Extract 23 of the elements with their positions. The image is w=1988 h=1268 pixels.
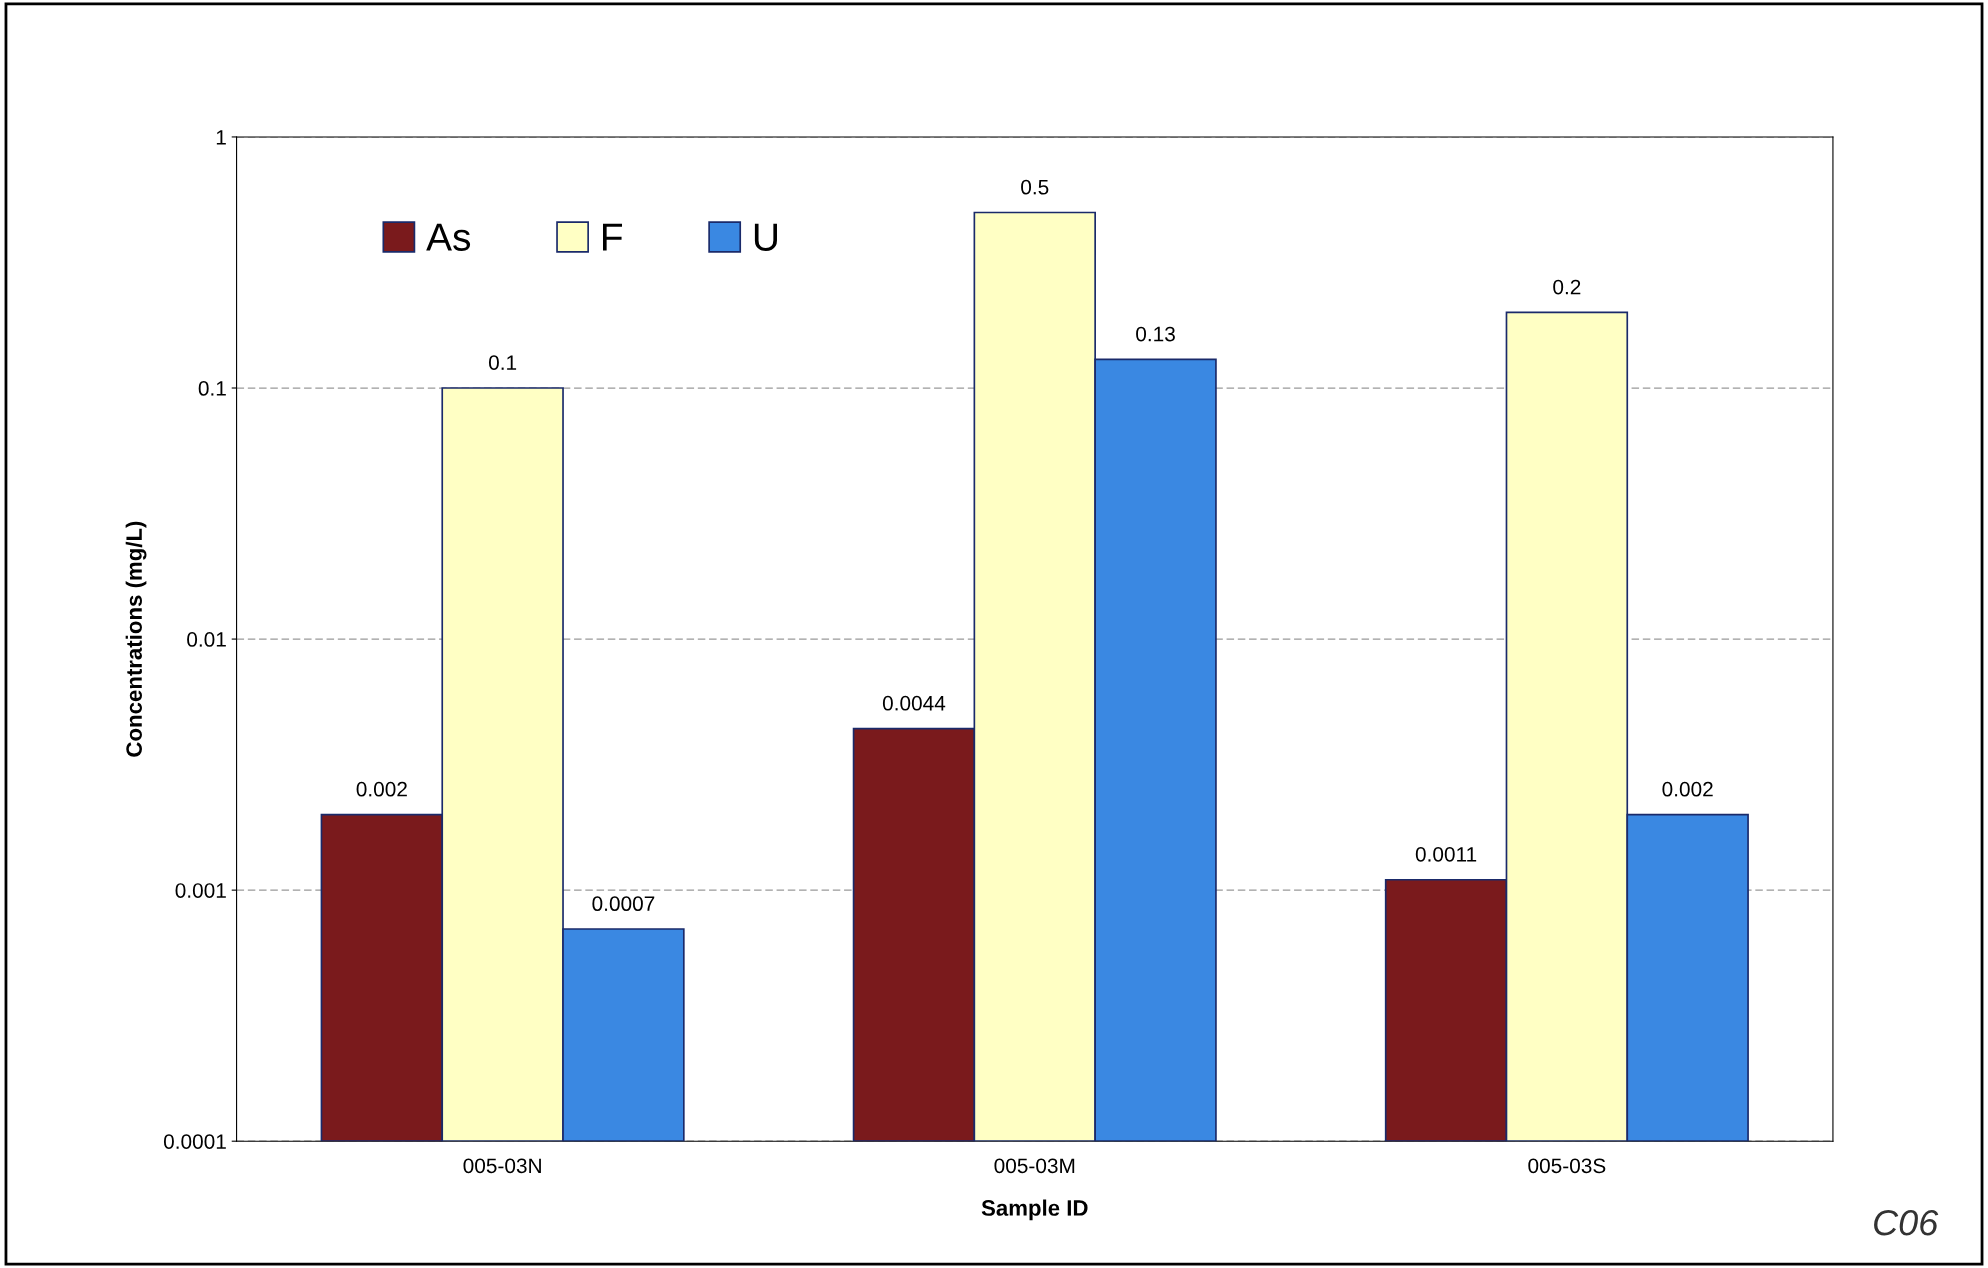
legend-label: As xyxy=(426,223,471,251)
data-label: 0.002 xyxy=(356,781,407,797)
x-tick-label: 005-03N xyxy=(463,1158,541,1174)
x-axis-title: Sample ID xyxy=(981,1199,1088,1221)
data-label: 0.0011 xyxy=(1415,846,1477,862)
legend-label: U xyxy=(754,223,777,251)
data-label: 0.0007 xyxy=(592,896,655,912)
data-label: 0.1 xyxy=(488,355,517,370)
legend-label: F xyxy=(603,223,623,251)
y-tick-label: 0.01 xyxy=(187,632,226,647)
y-tick-label: 0.1 xyxy=(198,381,226,396)
data-label: 0.002 xyxy=(1662,781,1713,797)
data-label: 0.13 xyxy=(1136,326,1175,342)
data-label: 0.5 xyxy=(1021,179,1049,195)
y-axis-title: Concentrations (mg/L) xyxy=(125,521,147,757)
data-label: 0.0044 xyxy=(882,695,946,711)
data-label: 0.2 xyxy=(1553,279,1581,295)
x-tick-label: 005-03S xyxy=(1528,1158,1606,1174)
text: C06 xyxy=(1874,1209,1939,1236)
y-tick-label: 0.001 xyxy=(175,883,226,898)
y-tick-label: 0.0001 xyxy=(163,1134,226,1149)
x-tick-label: 005-03M xyxy=(994,1158,1075,1174)
y-tick-label: 1 xyxy=(216,130,226,145)
